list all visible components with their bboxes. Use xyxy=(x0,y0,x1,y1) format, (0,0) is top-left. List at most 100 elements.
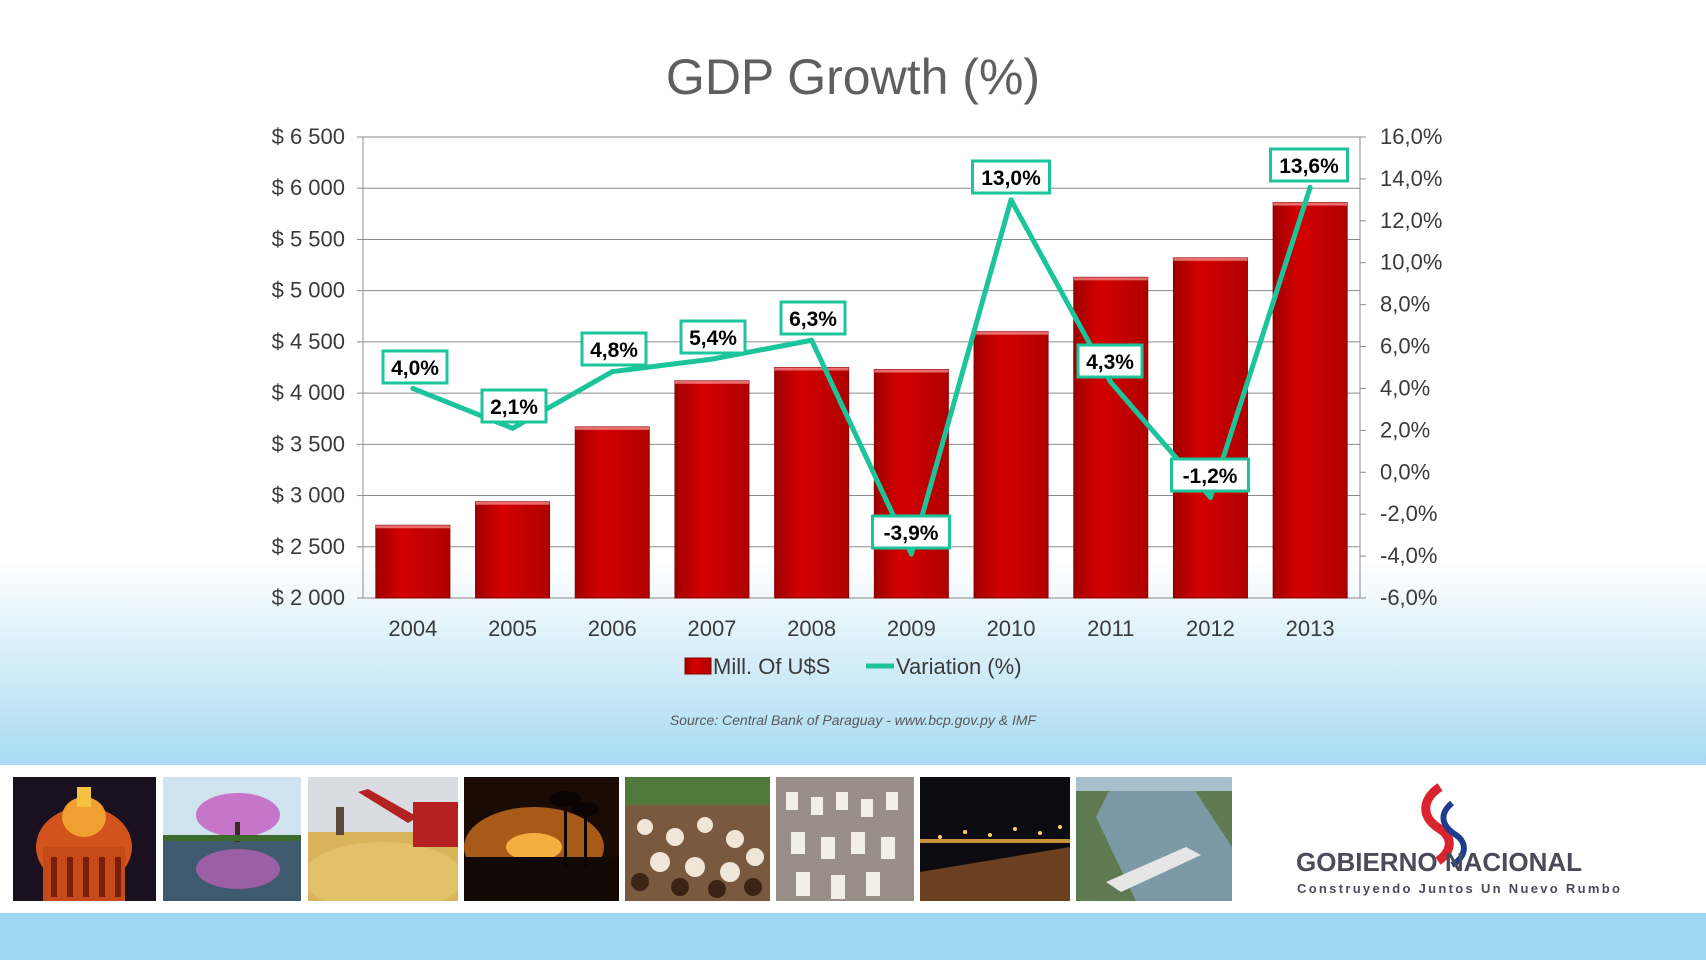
factory-photo xyxy=(776,777,914,901)
bar xyxy=(1073,276,1149,599)
variation-point xyxy=(1008,197,1014,203)
gdp-chart: 4,0% 2,1% 4,8% 5,4% 6,3% -3,9% 13,0% 4,3% -1,2% 1… xyxy=(272,124,1443,679)
right-axis-tick-label: 12,0% xyxy=(1380,208,1442,233)
source-note: Source: Central Bank of Paraguay - www.b… xyxy=(669,712,1037,728)
variation-line xyxy=(411,186,1313,557)
data-label-box xyxy=(580,331,648,367)
left-axis-tick-label: $ 6 500 xyxy=(272,124,345,149)
variation-point xyxy=(410,385,416,391)
right-axis-tick-label: 14,0% xyxy=(1380,166,1442,191)
data-label: 4,3% xyxy=(1086,351,1134,374)
left-axis-tick-label: $ 3 000 xyxy=(272,483,345,508)
left-axis-tick-label: $ 2 000 xyxy=(272,585,345,610)
x-axis-tick-label: 2004 xyxy=(388,616,437,641)
bar xyxy=(475,501,551,599)
right-axis-tick-label: 0,0% xyxy=(1380,459,1430,484)
bar-highlight xyxy=(674,380,749,384)
sunset-palms-photo xyxy=(464,777,619,901)
x-axis-tick-label: 2009 xyxy=(887,616,936,641)
palace-photo xyxy=(13,777,156,901)
axes: $ 2 000 $ 2 500 $ 3 000 $ 3 500 $ 4 000 $ 4 5… xyxy=(272,124,1443,641)
left-axis-tick-label: $ 6 000 xyxy=(272,175,345,200)
legend-bar-label: Mill. Of U$S xyxy=(713,654,830,679)
data-label-box xyxy=(679,319,747,355)
bar-highlight xyxy=(974,331,1049,335)
x-axis-tick-label: 2007 xyxy=(687,616,736,641)
night-city-photo xyxy=(920,777,1070,901)
x-axis-tick-label: 2013 xyxy=(1286,616,1335,641)
bar xyxy=(973,331,1049,599)
bar xyxy=(674,380,750,599)
data-label-box xyxy=(971,159,1051,195)
logo-word-nacional: NACIONAL xyxy=(1444,847,1583,877)
bar-highlight xyxy=(1273,202,1348,206)
data-label: 2,1% xyxy=(490,396,538,419)
right-axis-tick-label: 6,0% xyxy=(1380,334,1430,359)
logo-text: GOBIERNO NACIONAL xyxy=(1296,847,1582,878)
variation-point xyxy=(1207,494,1213,500)
cattle-photo xyxy=(625,777,770,901)
bar-highlight xyxy=(375,525,450,529)
left-axis-tick-label: $ 5 000 xyxy=(272,278,345,303)
bar xyxy=(774,367,850,599)
legend-bar-swatch xyxy=(684,657,712,675)
bar xyxy=(574,426,650,599)
variation-point xyxy=(1307,184,1313,190)
bar xyxy=(1172,257,1248,599)
data-label: 13,6% xyxy=(1279,155,1339,178)
data-labels: 4,0% 2,1% 4,8% 5,4% 6,3% -3,9% 13,0% 4,3% -1,2% 1… xyxy=(381,147,1349,550)
x-axis-tick-label: 2005 xyxy=(488,616,537,641)
x-axis-tick-label: 2012 xyxy=(1186,616,1235,641)
right-axis-tick-label: -4,0% xyxy=(1380,543,1437,568)
variation-point xyxy=(908,551,914,557)
bar-highlight xyxy=(874,369,949,373)
data-label: 5,4% xyxy=(689,327,737,350)
variation-series xyxy=(410,184,1313,557)
data-label: 4,0% xyxy=(391,357,439,380)
logo-tagline: Construyendo Juntos Un Nuevo Rumbo xyxy=(1297,881,1623,896)
left-axis-tick-label: $ 3 500 xyxy=(272,431,345,456)
data-label-box xyxy=(480,388,548,424)
bar xyxy=(375,524,451,599)
gobierno-nacional-logo xyxy=(1421,783,1467,868)
right-axis-tick-label: -2,0% xyxy=(1380,501,1437,526)
data-label-box xyxy=(1170,457,1250,493)
right-axis-tick-label: 4,0% xyxy=(1380,375,1430,400)
bar-series xyxy=(375,202,1348,599)
data-label: -1,2% xyxy=(1183,465,1238,488)
data-label: 6,3% xyxy=(789,308,837,331)
right-axis-tick-label: 16,0% xyxy=(1380,124,1442,149)
legend: Mill. Of U$S Variation (%) xyxy=(684,654,1022,679)
photo-strip: GOBIERNO NACIONAL Construyendo Juntos Un… xyxy=(0,765,1706,913)
variation-point xyxy=(510,425,516,431)
data-label-box xyxy=(871,514,951,550)
data-label-box xyxy=(779,300,847,336)
data-label-box xyxy=(381,349,449,385)
left-axis-tick-label: $ 5 500 xyxy=(272,226,345,251)
bar-highlight xyxy=(575,426,650,430)
variation-point xyxy=(1108,379,1114,385)
chart-title: GDP Growth (%) xyxy=(665,49,1041,105)
variation-point xyxy=(809,337,815,343)
x-axis-tick-label: 2010 xyxy=(987,616,1036,641)
right-axis-tick-label: -6,0% xyxy=(1380,585,1437,610)
bar-highlight xyxy=(1173,257,1248,261)
legend-line-label: Variation (%) xyxy=(896,654,1022,679)
bar-highlight xyxy=(475,501,550,505)
x-axis-tick-label: 2008 xyxy=(787,616,836,641)
data-label: -3,9% xyxy=(884,522,939,545)
left-axis-tick-label: $ 4 500 xyxy=(272,329,345,354)
data-label: 13,0% xyxy=(981,167,1041,190)
soybean-harvest-photo xyxy=(308,777,458,901)
river-barge-photo xyxy=(1076,777,1232,901)
right-axis-tick-label: 10,0% xyxy=(1380,250,1442,275)
right-axis-tick-label: 2,0% xyxy=(1380,417,1430,442)
left-axis-tick-label: $ 4 000 xyxy=(272,380,345,405)
variation-point xyxy=(609,369,615,375)
bar xyxy=(873,369,949,599)
right-axis-tick-label: 8,0% xyxy=(1380,292,1430,317)
x-axis-tick-label: 2011 xyxy=(1087,616,1134,641)
x-axis-tick-label: 2006 xyxy=(588,616,637,641)
data-label-box xyxy=(1076,343,1144,379)
left-axis-tick-label: $ 2 500 xyxy=(272,534,345,559)
